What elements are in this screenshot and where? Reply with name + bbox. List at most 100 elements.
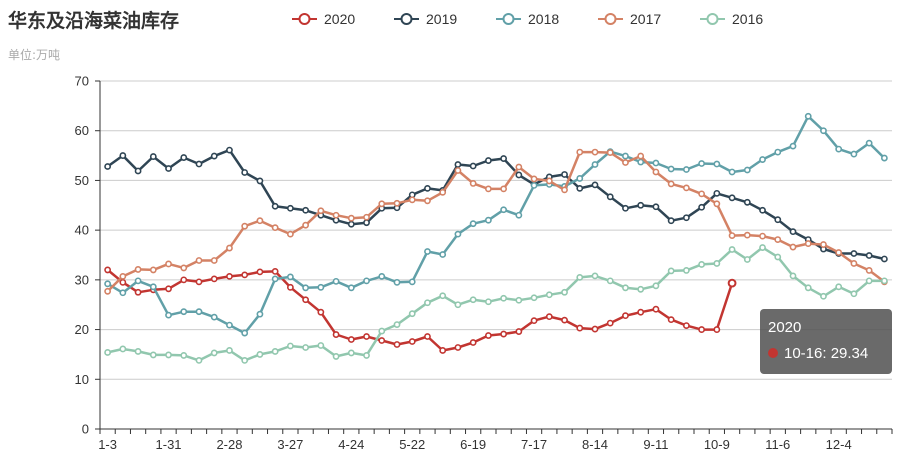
data-point-2019[interactable]: [271, 202, 279, 210]
data-point-2018[interactable]: [804, 112, 812, 120]
data-point-2016[interactable]: [698, 261, 706, 268]
data-point-2018[interactable]: [134, 277, 142, 285]
data-point-2018[interactable]: [637, 158, 645, 166]
data-point-2017[interactable]: [850, 260, 858, 267]
data-point-2020[interactable]: [241, 271, 249, 279]
data-point-2020[interactable]: [637, 308, 645, 316]
data-point-2017[interactable]: [789, 243, 797, 251]
data-point-2017[interactable]: [759, 232, 766, 240]
data-point-2020[interactable]: [606, 319, 614, 327]
data-point-2016[interactable]: [576, 273, 584, 281]
data-point-2016[interactable]: [134, 348, 142, 355]
legend[interactable]: 2020 2019 2018 2017 2016: [292, 11, 763, 27]
data-point-2020[interactable]: [515, 328, 523, 335]
data-point-2020[interactable]: [332, 331, 340, 338]
series-2017[interactable]: [104, 148, 888, 295]
data-point-2019[interactable]: [774, 216, 782, 224]
data-point-2018[interactable]: [424, 248, 431, 255]
data-point-2017[interactable]: [149, 266, 157, 274]
data-point-2019[interactable]: [652, 203, 660, 211]
data-point-2016[interactable]: [759, 244, 766, 251]
data-point-2016[interactable]: [743, 256, 751, 263]
data-point-2020[interactable]: [545, 313, 553, 321]
data-point-2018[interactable]: [789, 142, 797, 150]
data-point-2019[interactable]: [119, 152, 127, 159]
data-point-2017[interactable]: [119, 272, 127, 280]
data-point-2017[interactable]: [728, 232, 736, 240]
data-point-2019[interactable]: [880, 255, 888, 263]
data-point-2018[interactable]: [195, 308, 203, 316]
data-point-2018[interactable]: [332, 277, 340, 285]
data-point-2017[interactable]: [424, 197, 431, 205]
data-point-2019[interactable]: [469, 162, 477, 170]
series-line-2018[interactable]: [106, 115, 886, 335]
series-line-2016[interactable]: [106, 246, 886, 362]
data-point-2017[interactable]: [484, 185, 492, 193]
data-point-2017[interactable]: [256, 217, 264, 225]
data-point-2020[interactable]: [104, 266, 112, 274]
data-point-2020[interactable]: [119, 278, 127, 286]
data-point-2019[interactable]: [256, 177, 264, 185]
data-point-2017[interactable]: [347, 214, 355, 222]
data-point-2018[interactable]: [149, 283, 157, 291]
data-point-2016[interactable]: [591, 272, 599, 280]
data-point-2017[interactable]: [606, 149, 614, 156]
data-point-2016[interactable]: [180, 352, 188, 359]
data-point-2016[interactable]: [789, 272, 797, 280]
data-point-2019[interactable]: [286, 204, 294, 212]
data-point-2019[interactable]: [195, 160, 203, 168]
data-point-2016[interactable]: [149, 351, 157, 359]
data-point-2020[interactable]: [165, 285, 172, 293]
data-point-2017[interactable]: [363, 213, 370, 221]
data-point-2019[interactable]: [622, 204, 629, 212]
data-point-2020[interactable]: [317, 308, 325, 316]
data-point-2020[interactable]: [652, 305, 660, 313]
data-point-2018[interactable]: [439, 251, 447, 258]
data-point-2017[interactable]: [302, 221, 310, 229]
data-point-2019[interactable]: [576, 184, 584, 192]
legend-item-2020[interactable]: 2020: [292, 11, 355, 27]
data-point-2019[interactable]: [454, 161, 462, 168]
data-point-2017[interactable]: [835, 249, 843, 256]
data-point-2020[interactable]: [682, 322, 690, 329]
data-point-2016[interactable]: [469, 296, 477, 304]
data-point-2018[interactable]: [622, 152, 629, 160]
data-point-2018[interactable]: [347, 284, 355, 292]
data-point-2017[interactable]: [576, 148, 584, 156]
data-point-2020[interactable]: [256, 268, 264, 276]
data-point-2018[interactable]: [820, 127, 827, 135]
data-point-2016[interactable]: [317, 342, 325, 349]
data-point-2018[interactable]: [454, 230, 462, 238]
data-point-2019[interactable]: [484, 157, 492, 164]
data-point-2018[interactable]: [667, 165, 675, 173]
data-point-2019[interactable]: [789, 228, 797, 236]
data-point-2017[interactable]: [865, 267, 873, 274]
data-point-2020[interactable]: [667, 316, 675, 324]
data-point-2019[interactable]: [363, 219, 370, 227]
data-point-2016[interactable]: [439, 292, 447, 300]
data-point-2018[interactable]: [226, 321, 233, 329]
series-line-2019[interactable]: [106, 148, 886, 261]
data-point-2019[interactable]: [515, 171, 523, 179]
data-point-2016[interactable]: [484, 298, 492, 306]
data-point-2018[interactable]: [256, 310, 264, 318]
series-2019[interactable]: [104, 146, 888, 263]
data-point-2018[interactable]: [865, 139, 873, 147]
data-point-2017[interactable]: [439, 188, 447, 196]
data-point-2017[interactable]: [241, 222, 249, 230]
data-point-2018[interactable]: [210, 313, 218, 321]
data-point-2016[interactable]: [210, 349, 218, 357]
data-point-2020[interactable]: [530, 317, 538, 325]
data-point-2016[interactable]: [378, 327, 386, 335]
data-point-2016[interactable]: [500, 294, 508, 302]
data-point-2017[interactable]: [180, 264, 188, 272]
data-point-2017[interactable]: [393, 199, 401, 207]
data-point-2020[interactable]: [713, 326, 721, 333]
data-point-2018[interactable]: [698, 160, 706, 167]
data-point-2019[interactable]: [743, 198, 751, 206]
legend-item-2018[interactable]: 2018: [496, 11, 559, 27]
data-point-2016[interactable]: [195, 356, 203, 364]
data-point-2020[interactable]: [424, 333, 431, 340]
data-point-2016[interactable]: [545, 291, 553, 299]
